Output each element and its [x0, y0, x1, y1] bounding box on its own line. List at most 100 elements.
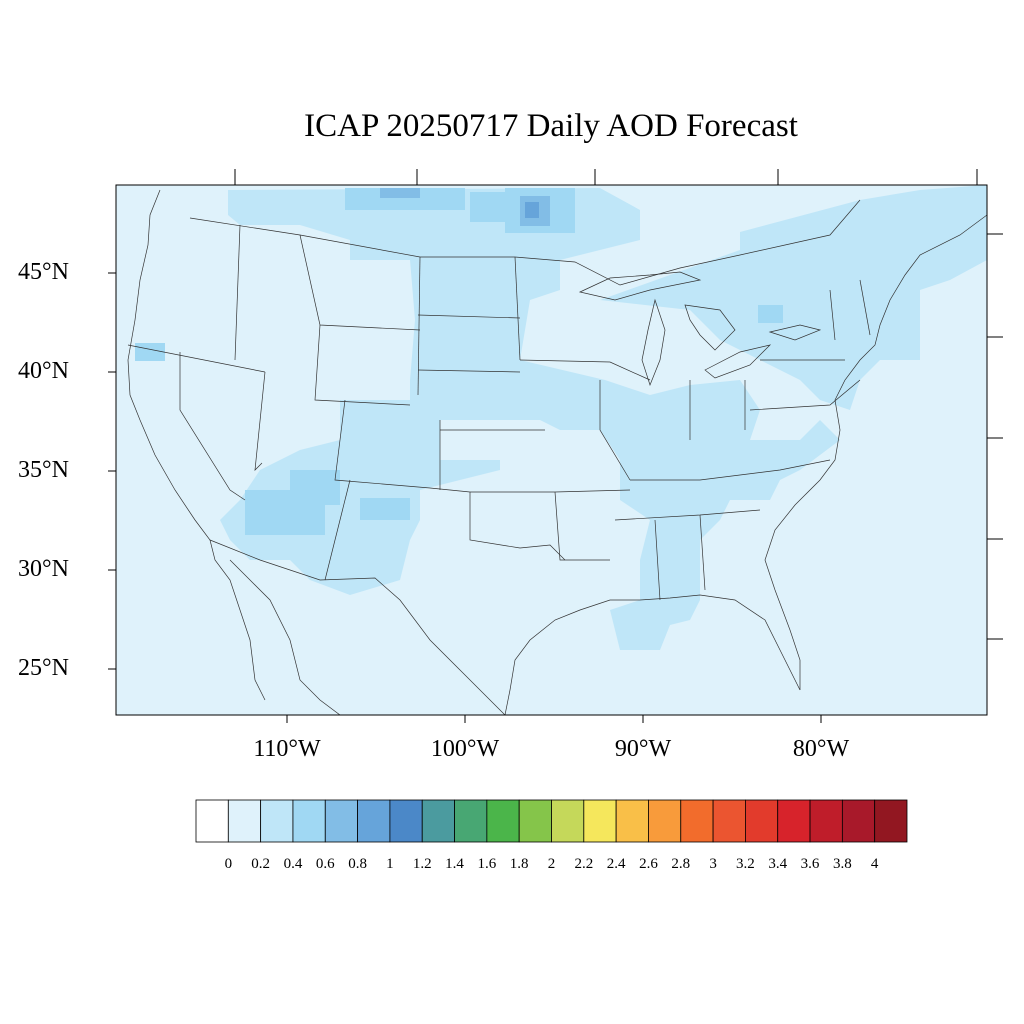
aod-band-0.2-0.4 [220, 185, 987, 650]
map-ticks [108, 169, 1003, 723]
colorbar-swatch [486, 799, 520, 843]
colorbar-label: 4 [870, 856, 879, 872]
state-line [417, 314, 521, 319]
state-line [599, 380, 631, 481]
colorbar-swatch [389, 799, 423, 843]
aod-patch-northeast [740, 185, 987, 268]
colorbar-swatch [648, 799, 682, 843]
colorbar-swatch [518, 799, 552, 843]
colorbar-swatch [260, 799, 294, 843]
aod-patch-east-coast [600, 200, 987, 410]
state-line [127, 344, 266, 373]
state-line [630, 459, 831, 481]
state-line [554, 491, 610, 561]
colorbar-swatch [227, 799, 262, 843]
colorbar-swatch [324, 799, 358, 843]
map-frame [115, 184, 988, 716]
aod-cell [758, 305, 783, 323]
state-line [654, 519, 661, 601]
colorbar-label: 1.6 [477, 856, 497, 872]
aod-band-0.4-0.6 [135, 188, 783, 535]
colorbar-label: 3.6 [800, 856, 820, 872]
state-line [254, 371, 266, 471]
state-line [859, 279, 871, 336]
colorbar-swatch [615, 799, 649, 843]
east-coast [764, 214, 987, 690]
colorbar-label: 3 [709, 856, 717, 872]
colorbar-swatch [874, 799, 908, 843]
colorbar-swatch [421, 799, 455, 843]
state-line [179, 352, 246, 501]
gulf-coast [504, 594, 801, 715]
canada-border [189, 199, 861, 286]
lake-michigan [641, 298, 666, 387]
colorbar-label: 0.6 [315, 856, 335, 872]
state-boundaries [127, 189, 987, 715]
lon-label-90: 90°W [614, 736, 672, 762]
colorbar-label: 3.8 [832, 856, 852, 872]
lake-ontario [768, 324, 822, 341]
colorbar-swatch [712, 799, 746, 843]
state-line [314, 324, 411, 406]
lon-label-110: 110°W [253, 736, 321, 762]
colorbar-label: 2.2 [574, 856, 594, 872]
lat-label-30: 30°N [18, 556, 69, 582]
aod-cell [525, 202, 539, 218]
aod-cell [345, 188, 465, 210]
lake-superior [578, 271, 702, 301]
state-line [519, 359, 651, 381]
lat-label-45: 45°N [18, 259, 69, 285]
state-line [334, 399, 431, 489]
aod-band-0.8-1 [525, 202, 539, 218]
colorbar-label: 2.8 [671, 856, 691, 872]
colorbar-swatch [809, 799, 843, 843]
colorbar-label: 1.8 [509, 856, 529, 872]
baja-coast [229, 559, 341, 715]
colorbar-swatch [357, 799, 391, 843]
state-line [417, 369, 521, 373]
colorbar-swatch [680, 799, 714, 843]
lake-huron [684, 304, 736, 351]
west-coast [127, 189, 266, 701]
lat-label-25: 25°N [18, 655, 69, 681]
state-line [749, 379, 861, 411]
colorbar-swatch [583, 799, 617, 843]
aod-cell [135, 343, 165, 361]
colorbar-label: 3.4 [768, 856, 788, 872]
colorbar-swatch [777, 799, 811, 843]
aod-field-layer [135, 185, 987, 650]
aod-patch-northern-tier [220, 188, 840, 650]
lon-label-100: 100°W [430, 736, 500, 762]
colorbar-swatch [292, 799, 326, 843]
state-line [324, 479, 351, 581]
colorbar-label: 2.4 [606, 856, 626, 872]
colorbar-label: 0 [224, 856, 233, 872]
colorbar-swatch [454, 799, 488, 843]
colorbar-label: 3.2 [736, 856, 755, 872]
colorbar-label: 0.4 [283, 856, 303, 872]
state-line [417, 256, 421, 396]
colorbar-swatch [841, 799, 876, 843]
colorbar-label: 2.6 [639, 856, 658, 872]
colorbar-label: 1.4 [445, 856, 464, 872]
colorbar-label: 0.2 [251, 856, 270, 872]
state-line [234, 224, 241, 361]
lon-label-80: 80°W [792, 736, 850, 762]
colorbar-swatch [551, 799, 585, 843]
state-line [514, 256, 521, 361]
map-title: ICAP 20250717 Daily AOD Forecast [304, 108, 798, 144]
state-line [699, 514, 706, 591]
state-line [829, 289, 836, 341]
lat-label-35: 35°N [18, 457, 69, 483]
state-line [469, 492, 566, 561]
colorbar-label: 1.2 [412, 856, 432, 872]
colorbar-label: 0.8 [348, 856, 367, 872]
aod-cell [360, 498, 410, 520]
aod-cell [245, 490, 325, 535]
state-line [429, 487, 631, 493]
colorbar-swatch [195, 799, 229, 843]
aod-cell [380, 188, 420, 198]
colorbar-swatch [745, 799, 779, 843]
